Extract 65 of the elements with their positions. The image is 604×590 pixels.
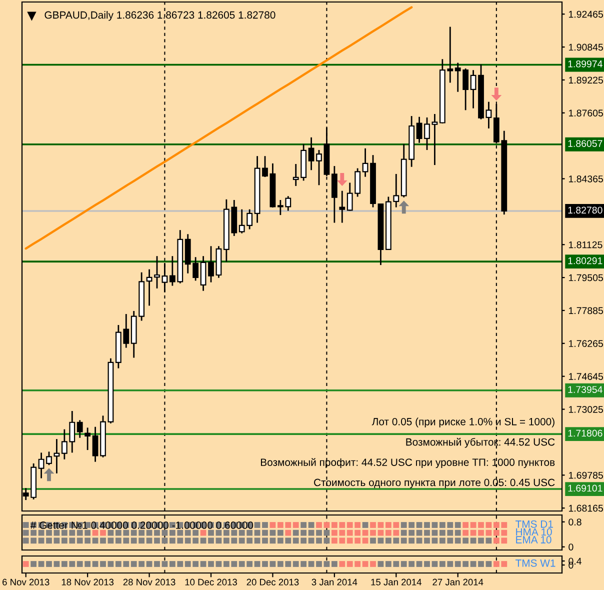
point (336, 172, 348, 186)
candlestick (162, 262, 168, 293)
ref-line-label: 1.82780 (568, 206, 602, 214)
ref-line-label: 1.73954 (568, 386, 602, 393)
point (398, 200, 410, 214)
x-tick-label: 6 Nov 2013 (2, 578, 50, 586)
y-tick-label: 1.73025 (568, 406, 603, 413)
y-tick-label: 0 (568, 544, 574, 550)
y-tick-label: 1.68165 (568, 504, 603, 512)
y-tick-label: 0.8 (568, 518, 582, 526)
ref-line-label: 1.89974 (568, 60, 602, 68)
candlestick (146, 268, 152, 306)
candlestick (339, 190, 346, 224)
series-label: EMA 10 (516, 536, 552, 544)
candlestick (308, 136, 314, 171)
ref-line-label: 1.71806 (568, 430, 602, 437)
candlestick (262, 155, 268, 178)
candlestick (316, 149, 322, 186)
y-tick-label: 1.69785 (568, 472, 603, 479)
annotation: Возможный профит: 44.52 USC при уровне ТП: 1000 пунктов (260, 458, 555, 468)
candlestick (432, 113, 438, 166)
y-tick-label: 1.87605 (568, 110, 603, 117)
text: GBPAUD,Daily 1.86236 1.86723 1.82605 1.82780 (44, 11, 276, 21)
ref-line-label: 1.69101 (568, 484, 602, 492)
series-label: TMS W1 (515, 559, 556, 567)
ref-line-label: 1.80291 (568, 257, 602, 264)
y-tick-label: 1.76265 (568, 340, 603, 348)
x-tick-label: 20 Dec 2013 (246, 578, 299, 586)
candlestick (362, 148, 368, 178)
y-tick-label: 1.77885 (568, 307, 603, 314)
candlestick (486, 101, 492, 130)
series-label: TMS D1 (515, 520, 553, 528)
series-label: HMA 10 (516, 528, 552, 536)
candlestick (208, 245, 214, 284)
candlestick (424, 116, 430, 151)
candlestick (92, 426, 98, 463)
y-tick-label: 1.92465 (568, 10, 603, 18)
ref-line-label: 1.86057 (568, 140, 602, 147)
candlestick (154, 255, 160, 290)
candlestick (46, 450, 52, 466)
x-tick-label: 10 Dec 2013 (185, 578, 237, 586)
y-tick-label: 1.81125 (568, 241, 602, 248)
point (44, 468, 54, 482)
candlestick (38, 452, 44, 479)
y-tick-label: 1.89225 (568, 76, 603, 84)
annotation: Возможный убыток: 44.52 USC (406, 438, 555, 448)
x-tick-label: 3 Jan 2014 (312, 578, 358, 586)
candlestick (416, 116, 422, 144)
candlestick (76, 419, 83, 439)
point (491, 88, 502, 101)
y-tick-label: 1.90845 (568, 44, 603, 51)
x-tick-label: 27 Jan 2014 (432, 578, 484, 586)
candlestick (331, 165, 338, 224)
candlestick (54, 438, 60, 474)
x-tick-label: 15 Jan 2014 (371, 578, 422, 586)
x-tick-label: 28 Nov 2013 (123, 578, 176, 586)
y-tick-label: 1.84365 (568, 175, 603, 182)
y-tick-label: 1.74645 (568, 373, 603, 380)
y-tick-label: 1.79505 (568, 274, 603, 282)
line-series (24, 6, 413, 250)
candlestick (84, 426, 91, 451)
candlestick (200, 255, 206, 292)
x-tick-label: 18 Nov 2013 (62, 578, 114, 586)
candlestick (470, 69, 476, 110)
annotation: Стоимость одного пункта при лоте 0.05: 0.45 USC (314, 478, 555, 488)
